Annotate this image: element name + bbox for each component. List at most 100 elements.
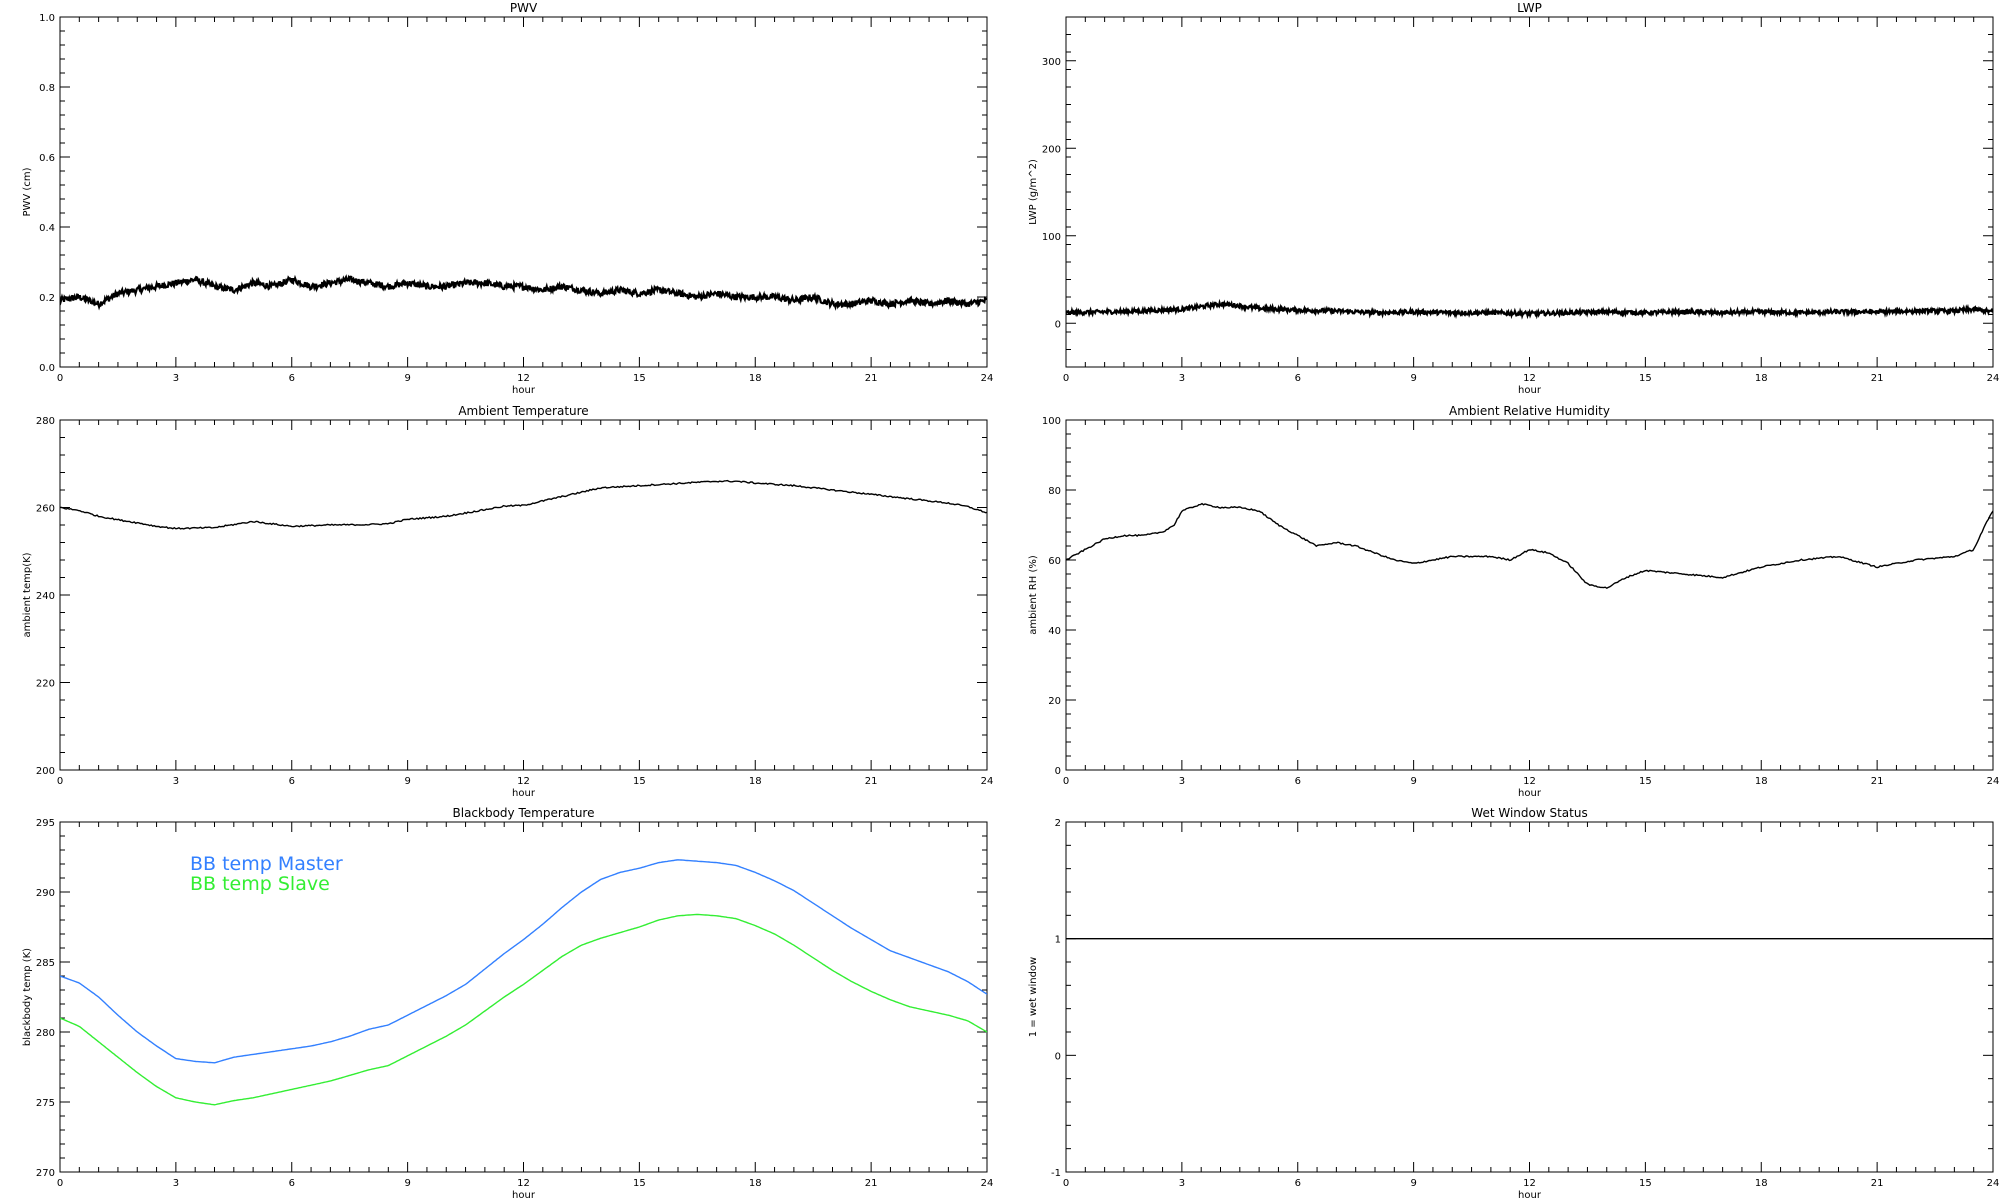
y-tick-label: 20	[1048, 696, 1061, 707]
x-tick-label: 18	[749, 1178, 762, 1189]
x-tick-label: 0	[1063, 776, 1069, 787]
x-tick-label: 3	[173, 776, 179, 787]
plot-frame	[1065, 821, 1994, 1173]
y-tick-label: 0.0	[39, 363, 55, 374]
chart-panel-4: Blackbody Temperature 0 3 6 9 12 15 18 21 24 270 27…	[22, 806, 993, 1200]
x-tick-label: 21	[1871, 1178, 1884, 1189]
y-tick-label: 220	[36, 679, 55, 690]
chart-title: LWP	[1517, 1, 1542, 15]
y-axis-label: blackbody temp (K)	[22, 948, 33, 1046]
x-tick-label: 6	[1295, 373, 1301, 384]
y-axis-label: ambient temp(K)	[22, 552, 33, 637]
x-tick-label: 15	[633, 373, 646, 384]
x-tick-label: 9	[404, 1178, 410, 1189]
x-tick-label: 15	[1639, 373, 1652, 384]
x-axis-label: hour	[512, 385, 536, 396]
y-tick-label: 260	[36, 504, 55, 515]
y-tick-label: 285	[36, 958, 55, 969]
y-tick-label: -1	[1051, 1168, 1061, 1179]
y-tick-label: 60	[1048, 556, 1061, 567]
y-tick-label: 240	[36, 591, 55, 602]
x-tick-label: 21	[865, 1178, 878, 1189]
x-tick-label: 9	[404, 373, 410, 384]
x-tick-label: 0	[57, 776, 63, 787]
x-tick-label: 3	[173, 373, 179, 384]
x-tick-label: 18	[1755, 776, 1768, 787]
x-tick-label: 18	[749, 776, 762, 787]
y-tick-label: 270	[36, 1168, 55, 1179]
y-tick-label: 100	[1042, 232, 1061, 243]
x-tick-label: 15	[1639, 776, 1652, 787]
y-tick-label: 0.4	[39, 223, 55, 234]
chart-panel-2: Ambient Temperature 0 3 6 9 12 15 18 21 24 200 220 2…	[22, 404, 993, 799]
y-axis-label: ambient RH (%)	[1028, 555, 1039, 635]
y-tick-label: 1.0	[39, 13, 55, 24]
x-tick-label: 6	[289, 373, 295, 384]
plot-frame	[1065, 419, 1994, 771]
chart-title: PWV	[510, 1, 538, 15]
y-tick-label: 290	[36, 888, 55, 899]
x-tick-label: 24	[1987, 373, 2000, 384]
series-line	[60, 274, 987, 311]
y-tick-label: 0.6	[39, 153, 55, 164]
x-axis-label: hour	[1518, 1190, 1542, 1200]
chart-title: Ambient Relative Humidity	[1449, 404, 1610, 418]
series-line	[60, 479, 987, 530]
y-tick-label: 280	[36, 1028, 55, 1039]
x-axis-label: hour	[1518, 788, 1542, 799]
x-tick-label: 6	[289, 776, 295, 787]
chart-title: Ambient Temperature	[458, 404, 588, 418]
x-tick-label: 24	[1987, 776, 2000, 787]
x-tick-label: 18	[749, 373, 762, 384]
series-line	[60, 859, 987, 1064]
x-tick-label: 24	[981, 776, 994, 787]
x-tick-label: 9	[1410, 776, 1416, 787]
x-tick-label: 9	[1410, 1178, 1416, 1189]
chart-panel-3: Ambient Relative Humidity 0 3 6 9 12 15 18 21 24 0…	[1028, 404, 1999, 799]
y-axis-label: PWV (cm)	[22, 167, 33, 216]
legend-entry: BB temp Slave	[190, 873, 330, 895]
x-tick-label: 12	[1523, 776, 1536, 787]
x-tick-label: 21	[865, 373, 878, 384]
x-tick-label: 21	[1871, 776, 1884, 787]
x-axis-label: hour	[1518, 385, 1542, 396]
y-axis-label: LWP (g/m^2)	[1028, 159, 1039, 225]
y-tick-label: 0	[1055, 1051, 1061, 1062]
x-tick-label: 12	[1523, 1178, 1536, 1189]
plot-frame	[59, 419, 988, 771]
x-tick-label: 24	[981, 1178, 994, 1189]
series-line	[1066, 502, 1993, 590]
x-tick-label: 0	[57, 373, 63, 384]
x-tick-label: 3	[1179, 776, 1185, 787]
plot-frame	[59, 16, 988, 368]
x-tick-label: 12	[517, 776, 530, 787]
x-tick-label: 15	[1639, 1178, 1652, 1189]
x-tick-label: 12	[1523, 373, 1536, 384]
x-tick-label: 12	[517, 373, 530, 384]
y-tick-label: 0.2	[39, 293, 55, 304]
y-tick-label: 300	[1042, 57, 1061, 68]
y-tick-label: 0	[1055, 766, 1061, 777]
y-tick-label: 280	[36, 416, 55, 427]
x-tick-label: 15	[633, 776, 646, 787]
x-tick-label: 24	[981, 373, 994, 384]
chart-panel-0: PWV 0 3 6 9 12 15 18 21 24 0.0 0.2 0.4 0.6 0.8 1.0 hour P…	[22, 1, 993, 396]
x-tick-label: 6	[1295, 776, 1301, 787]
x-tick-label: 6	[1295, 1178, 1301, 1189]
x-tick-label: 18	[1755, 1178, 1768, 1189]
x-tick-label: 9	[1410, 373, 1416, 384]
y-tick-label: 200	[36, 766, 55, 777]
y-tick-label: 295	[36, 818, 55, 829]
y-tick-label: 80	[1048, 486, 1061, 497]
legend-entry: BB temp Master	[190, 853, 343, 875]
x-tick-label: 18	[1755, 373, 1768, 384]
y-tick-label: 0.8	[39, 83, 55, 94]
x-tick-label: 24	[1987, 1178, 2000, 1189]
x-tick-label: 15	[633, 1178, 646, 1189]
series-line	[1066, 298, 1993, 320]
chart-title: Blackbody Temperature	[453, 806, 595, 820]
y-tick-label: 0	[1055, 319, 1061, 330]
chart-title: Wet Window Status	[1471, 806, 1587, 820]
